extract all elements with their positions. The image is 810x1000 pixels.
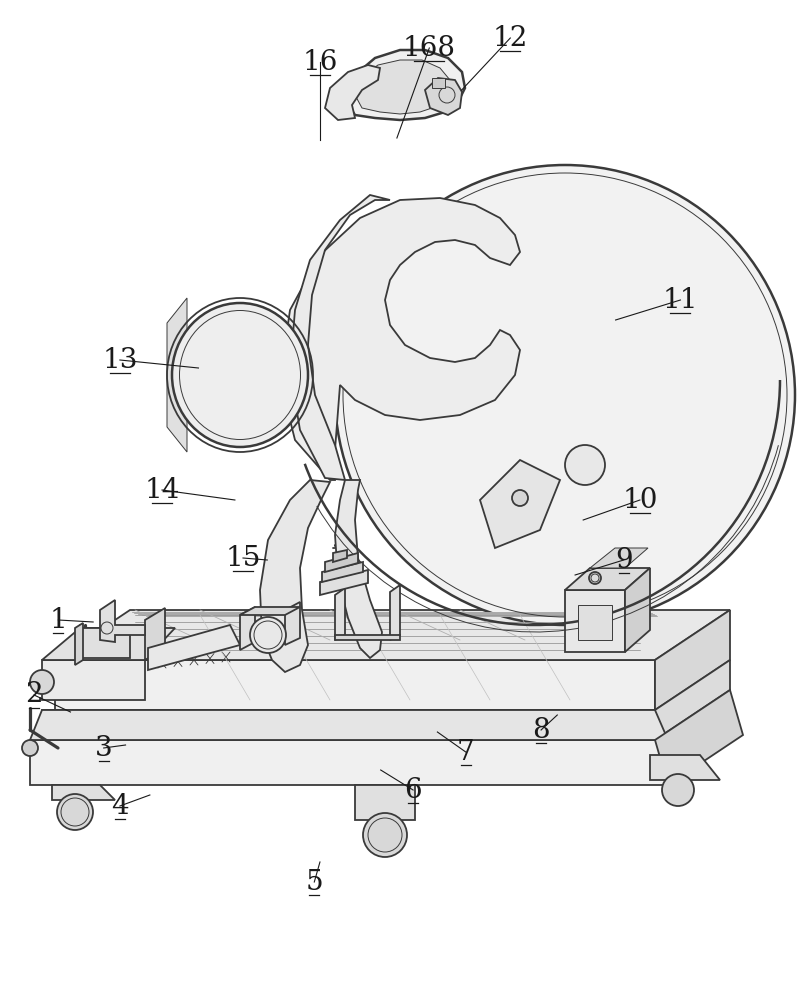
Polygon shape <box>590 548 648 568</box>
Polygon shape <box>650 755 720 780</box>
Text: 4: 4 <box>111 792 129 820</box>
Polygon shape <box>655 690 743 785</box>
Text: 8: 8 <box>532 716 550 744</box>
Polygon shape <box>355 60 450 114</box>
Polygon shape <box>333 550 347 562</box>
Polygon shape <box>322 562 363 582</box>
Polygon shape <box>625 568 650 652</box>
Polygon shape <box>390 585 400 640</box>
Text: 15: 15 <box>225 544 261 572</box>
Polygon shape <box>320 570 368 595</box>
Polygon shape <box>42 710 655 740</box>
Text: 7: 7 <box>457 738 475 766</box>
Polygon shape <box>578 605 612 640</box>
Circle shape <box>363 813 407 857</box>
Polygon shape <box>335 588 345 640</box>
Polygon shape <box>325 65 380 120</box>
Polygon shape <box>655 660 730 740</box>
Polygon shape <box>355 785 415 820</box>
Text: 1: 1 <box>49 606 67 634</box>
Polygon shape <box>285 602 300 645</box>
Circle shape <box>335 165 795 625</box>
Text: 3: 3 <box>95 734 113 762</box>
Text: 5: 5 <box>305 868 323 896</box>
Polygon shape <box>280 198 520 480</box>
Polygon shape <box>335 635 400 640</box>
Polygon shape <box>345 50 465 120</box>
Polygon shape <box>565 568 650 590</box>
Circle shape <box>30 670 54 694</box>
Polygon shape <box>335 480 382 658</box>
Circle shape <box>22 740 38 756</box>
Text: 16: 16 <box>302 48 338 76</box>
Polygon shape <box>42 660 145 700</box>
Polygon shape <box>100 600 145 642</box>
Polygon shape <box>290 195 390 480</box>
Text: 11: 11 <box>663 286 698 314</box>
Text: 12: 12 <box>492 24 528 51</box>
Polygon shape <box>240 607 300 615</box>
Text: 9: 9 <box>615 546 633 574</box>
Polygon shape <box>425 78 462 115</box>
Polygon shape <box>145 608 165 660</box>
Circle shape <box>565 445 605 485</box>
Polygon shape <box>432 78 445 88</box>
Ellipse shape <box>172 303 308 447</box>
Polygon shape <box>565 590 625 652</box>
Polygon shape <box>42 628 175 660</box>
Polygon shape <box>167 298 187 452</box>
Text: 168: 168 <box>403 34 456 62</box>
Polygon shape <box>80 628 130 658</box>
Polygon shape <box>55 610 730 660</box>
Polygon shape <box>52 785 115 800</box>
Text: 14: 14 <box>144 477 180 504</box>
Circle shape <box>512 490 528 506</box>
Polygon shape <box>260 480 330 672</box>
Text: 6: 6 <box>404 776 422 804</box>
Polygon shape <box>240 607 255 650</box>
Polygon shape <box>30 740 668 785</box>
Text: 2: 2 <box>25 682 43 708</box>
Polygon shape <box>55 660 655 710</box>
Circle shape <box>57 794 93 830</box>
Polygon shape <box>30 710 668 740</box>
Circle shape <box>250 617 286 653</box>
Circle shape <box>662 774 694 806</box>
Polygon shape <box>655 610 730 710</box>
Polygon shape <box>480 460 560 548</box>
Text: 10: 10 <box>622 487 658 514</box>
Polygon shape <box>325 553 358 572</box>
Polygon shape <box>75 623 83 665</box>
Text: 13: 13 <box>102 347 138 373</box>
Polygon shape <box>148 625 240 670</box>
